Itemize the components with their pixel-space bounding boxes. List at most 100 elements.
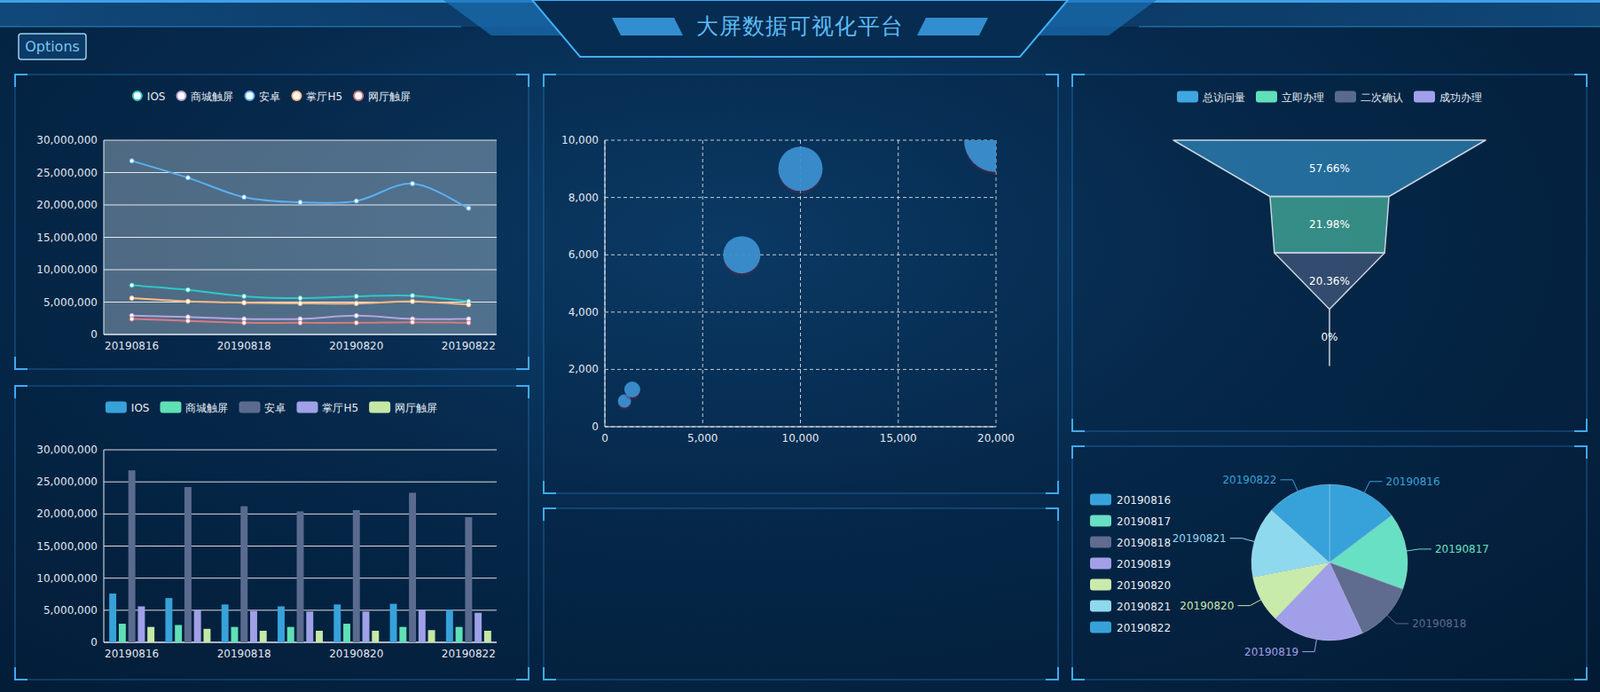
x-tick-label: 20190818	[217, 647, 272, 660]
y-tick-label: 8,000	[568, 191, 599, 204]
legend-label: 20190820	[1116, 579, 1171, 592]
series-point	[410, 320, 416, 325]
slice-label: 20190820	[1179, 599, 1234, 612]
bubble	[778, 146, 824, 191]
series-point	[242, 320, 247, 325]
legend-swatch	[1176, 91, 1199, 103]
label-line	[1387, 614, 1409, 623]
panel-corner	[516, 74, 529, 87]
bar	[297, 510, 305, 643]
panel	[1072, 446, 1587, 680]
slice-label: 20190817	[1435, 542, 1490, 556]
bar	[418, 609, 426, 643]
plot-background	[103, 140, 497, 335]
series-point	[298, 296, 303, 301]
funnel-segment	[1173, 140, 1486, 197]
data-label: 20.36%	[1309, 274, 1350, 288]
bar	[194, 609, 202, 643]
slice-label: 20190821	[1172, 532, 1227, 545]
panel	[543, 74, 1059, 494]
series-group	[618, 140, 997, 410]
x-tick-label: 20,000	[977, 431, 1015, 445]
series-point	[466, 205, 471, 211]
legend-swatch	[159, 401, 181, 414]
header-deco	[917, 17, 989, 36]
bar	[474, 612, 482, 643]
panel-corner	[516, 356, 529, 369]
legend: 总访问量立即办理二次确认成功办理	[1176, 91, 1483, 104]
y-axis	[604, 140, 606, 427]
panel-corner	[1072, 666, 1085, 680]
funnel-segment	[1270, 196, 1389, 254]
grid-line	[103, 269, 497, 271]
label-line	[1280, 479, 1299, 492]
legend-label: 网厅触屏	[394, 401, 438, 415]
legend: IOS商城触屏安卓掌厅H5网厅触屏	[105, 401, 438, 415]
grid-line	[604, 311, 997, 313]
bar	[343, 623, 351, 643]
bar	[109, 593, 117, 643]
legend-label: 掌厅H5	[321, 401, 359, 415]
funnel-segment	[1274, 252, 1385, 310]
panel-corner	[1574, 74, 1587, 87]
y-tick-label: 5,000,000	[43, 296, 98, 309]
panel-corner	[15, 666, 28, 680]
bar	[128, 470, 136, 643]
y-tick-label: 15,000,000	[36, 231, 98, 244]
series-point	[129, 316, 134, 322]
label-line	[1406, 549, 1432, 551]
panel-corner	[1072, 74, 1085, 87]
bar	[305, 611, 314, 643]
grid-line	[897, 140, 899, 427]
y-tick-label: 30,000,000	[36, 443, 98, 456]
options-label[interactable]: Options	[24, 38, 80, 55]
legend-label: 立即办理	[1281, 91, 1325, 104]
data-label: 21.98%	[1309, 218, 1350, 231]
y-axis	[103, 140, 105, 335]
x-axis	[103, 334, 497, 336]
legend-label: 安卓	[264, 401, 286, 415]
series-point	[466, 302, 471, 307]
slice-label: 20190819	[1244, 645, 1299, 659]
legend-label: 总访问量	[1201, 91, 1246, 104]
grid-line	[604, 368, 997, 370]
bubble	[722, 235, 761, 274]
bar	[287, 627, 295, 643]
x-tick-label: 0	[601, 431, 609, 445]
label-line	[1230, 538, 1255, 542]
x-axis	[604, 426, 997, 428]
bar	[250, 611, 258, 643]
data-label: 0%	[1320, 330, 1338, 344]
series-point	[466, 320, 471, 325]
grid-line	[103, 140, 497, 142]
bar	[464, 517, 472, 643]
grid-line	[103, 481, 497, 483]
legend-swatch	[1090, 494, 1112, 506]
y-tick-label: 0	[90, 635, 98, 649]
legend: IOS商城触屏安卓掌厅H5网厅触屏	[133, 90, 411, 103]
series-point	[298, 300, 303, 306]
legend-marker	[133, 91, 142, 101]
panel	[543, 508, 1059, 680]
legend-swatch	[296, 401, 318, 414]
series-point	[242, 300, 247, 306]
bar	[203, 628, 211, 643]
x-tick-label: 20190816	[104, 647, 159, 660]
x-tick-label: 10,000	[782, 431, 820, 445]
series-point	[185, 287, 190, 292]
panel-corner	[1072, 418, 1085, 432]
bar	[352, 509, 361, 643]
bar	[277, 605, 285, 643]
label-line	[1364, 481, 1382, 494]
panel	[15, 385, 529, 680]
series-point	[242, 293, 247, 299]
options-button[interactable]	[18, 33, 87, 60]
bar	[231, 627, 239, 643]
y-tick-label: 6,000	[568, 248, 599, 261]
legend-label: 二次确认	[1360, 91, 1404, 104]
y-tick-label: 10,000,000	[36, 263, 98, 276]
x-tick-label: 5,000	[687, 431, 718, 445]
legend-swatch	[1255, 91, 1278, 103]
legend-swatch	[105, 401, 127, 414]
series-line	[132, 160, 470, 208]
